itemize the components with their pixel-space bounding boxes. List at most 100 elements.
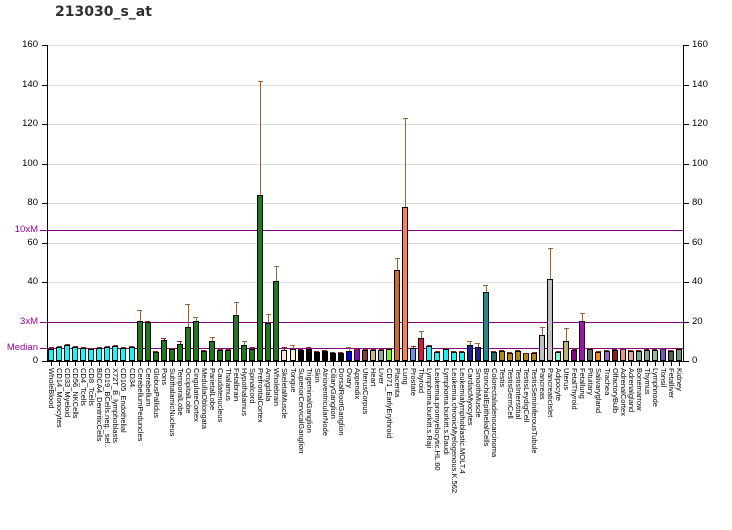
x-tick: [421, 362, 423, 366]
bar: [595, 351, 602, 361]
y-tick-right: [684, 84, 689, 86]
error-bar-cap: [88, 347, 94, 349]
error-bar-cap: [80, 347, 86, 349]
x-axis-label: Thalamus: [224, 368, 234, 401]
x-tick: [252, 362, 254, 366]
error-bar: [260, 80, 262, 196]
error-bar: [348, 347, 350, 351]
x-axis-label: AdrenalCortex: [618, 368, 628, 416]
y-tick-right: [684, 124, 689, 125]
error-bar-cap: [467, 341, 473, 343]
reference-line-label: 10xM: [14, 223, 38, 235]
bar: [217, 350, 224, 361]
x-tick: [67, 362, 69, 366]
error-bar-cap: [338, 352, 344, 354]
x-axis-label: Fetalbrain: [232, 368, 242, 402]
x-tick: [558, 362, 560, 366]
x-tick: [646, 362, 648, 366]
x-tick: [236, 362, 238, 366]
x-axis-label: OlfactoryBulb: [610, 368, 620, 414]
error-bar-cap: [120, 346, 126, 348]
error-bar-cap: [314, 350, 320, 352]
error-bar-cap: [443, 347, 448, 349]
bar: [329, 353, 336, 361]
bar: [547, 279, 554, 361]
gridline: [47, 203, 683, 204]
error-bar-cap: [265, 313, 271, 315]
x-tick: [131, 362, 133, 366]
x-tick: [75, 362, 77, 366]
error-bar-cap: [153, 351, 159, 353]
x-axis: [47, 361, 684, 362]
bar: [651, 350, 658, 361]
x-axis-label: Tongue: [288, 368, 298, 393]
bar: [353, 349, 360, 361]
x-axis-label: ParietalLobe: [208, 368, 218, 411]
error-bar-cap: [306, 347, 312, 349]
bar: [587, 349, 594, 361]
error-bar-cap: [177, 341, 183, 343]
x-axis-label: TestisInterstitial: [513, 368, 523, 420]
bar: [474, 346, 481, 361]
x-tick: [324, 362, 326, 366]
error-bar: [236, 301, 238, 315]
x-tick: [91, 362, 93, 366]
x-tick: [244, 362, 246, 366]
x-tick: [260, 362, 262, 366]
x-tick: [115, 362, 117, 366]
bar: [48, 348, 55, 361]
x-axis-label: Leukemialymphoblastic.MOLT.4: [457, 368, 467, 474]
error-bar-cap: [652, 349, 658, 351]
error-bar-cap: [129, 345, 135, 347]
x-axis-label: CardiacMyocytes: [465, 368, 475, 426]
x-tick: [445, 362, 447, 366]
x-axis-label: SuperiorCervicalGanglion: [296, 368, 306, 454]
error-bar-cap: [483, 284, 489, 286]
error-bar-cap: [491, 351, 497, 353]
error-bar: [179, 341, 181, 345]
y-tick-left: [42, 282, 47, 283]
x-axis-label: CD34.: [127, 368, 137, 390]
x-tick: [630, 362, 632, 366]
x-axis-label: BronchialEpithelialCells: [481, 368, 491, 447]
x-tick: [413, 362, 415, 366]
y-axis-right: [683, 45, 684, 362]
error-bar-cap: [563, 328, 569, 330]
x-axis-label: Bonemarrow: [634, 368, 644, 411]
y-tick-left: [42, 242, 47, 244]
x-axis-label: PancreaticIslet: [546, 368, 556, 418]
error-bar-cap: [56, 346, 62, 348]
error-bar-cap: [523, 352, 529, 354]
bar: [539, 335, 546, 361]
bar: [200, 351, 207, 361]
error-bar-cap: [539, 327, 545, 329]
x-tick: [429, 362, 431, 366]
y-tick-right: [684, 321, 689, 323]
error-bar-cap: [636, 350, 642, 352]
y-tick-label-left: 100: [22, 157, 38, 169]
x-tick: [662, 362, 664, 366]
x-axis-label: Adrenalgland: [626, 368, 636, 413]
x-tick: [405, 362, 407, 366]
x-axis-label: Tonsil: [658, 368, 668, 388]
bar: [362, 350, 368, 361]
bar: [56, 347, 63, 361]
gridline: [47, 163, 683, 165]
x-axis-label: SubthalamicNucleus: [167, 368, 177, 437]
error-bar-cap: [362, 349, 368, 351]
x-axis-label: Ovary: [344, 368, 354, 389]
error-bar: [421, 331, 423, 339]
x-axis-label: Leukemia.promyelocytic.HL.60: [433, 368, 443, 471]
error-bar-cap: [418, 331, 424, 333]
bar: [378, 349, 385, 361]
x-tick: [139, 362, 141, 366]
x-tick: [187, 362, 189, 366]
x-tick: [195, 362, 197, 366]
y-tick-right: [684, 282, 689, 283]
reference-line-label: Median: [6, 341, 38, 353]
x-axis-label: WholeBlood: [47, 368, 57, 409]
x-axis-label: Heart: [369, 368, 379, 387]
bar: [305, 349, 312, 361]
error-bar-cap: [595, 351, 601, 353]
x-axis-label: Lymphoma.burkitt.s.Daudi: [441, 368, 451, 455]
